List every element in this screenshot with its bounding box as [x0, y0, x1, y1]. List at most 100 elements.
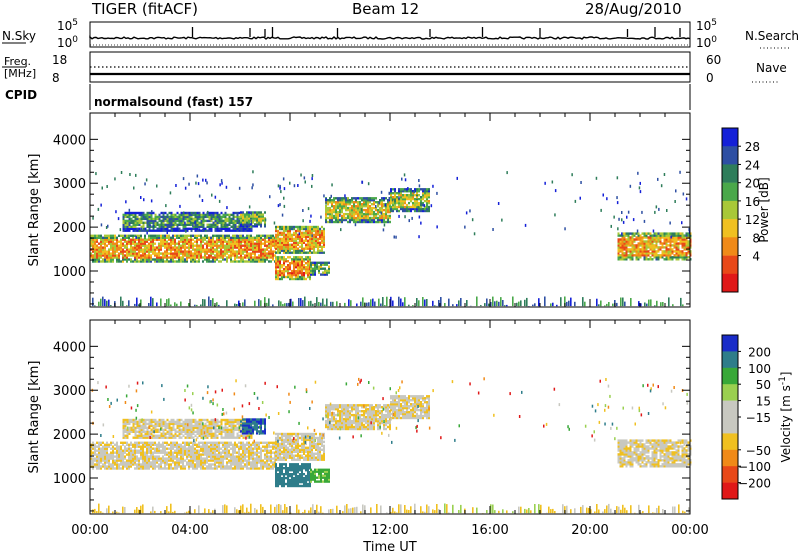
echo-cell: [176, 223, 179, 226]
echo-cell: [138, 459, 140, 462]
echo-cell: [128, 254, 130, 257]
echo-cell: [214, 463, 216, 466]
echo-cell: [651, 244, 654, 247]
echo-cell: [156, 455, 158, 458]
echo-cell: [224, 443, 226, 446]
echo-cell: [206, 443, 208, 446]
echo-cell: [315, 241, 317, 244]
echo-cell: [319, 241, 321, 244]
echo-cell: [122, 432, 125, 435]
echo-cell: [365, 205, 367, 208]
echo-cell: [659, 234, 662, 237]
echo-cell: [331, 205, 333, 208]
echo-cell: [387, 214, 389, 218]
echo-cell: [208, 213, 211, 217]
echo-cell: [667, 244, 670, 247]
echo-cell: [194, 449, 196, 452]
echo-cell: [353, 206, 355, 210]
echo-cell: [154, 219, 157, 223]
echo-cell: [275, 227, 277, 231]
echo-cell: [383, 212, 385, 216]
echo-cell: [172, 467, 174, 470]
echo-cell: [252, 463, 254, 466]
echo-cell: [128, 219, 131, 223]
scatter-cell: [219, 183, 221, 187]
echo-cell: [295, 256, 297, 259]
echo-cell: [232, 227, 235, 230]
nsky-right-tick-bottom: 100: [696, 35, 717, 50]
echo-cell: [218, 252, 220, 255]
echo-cell: [268, 451, 270, 454]
echo-cell: [250, 238, 252, 241]
echo-cell: [414, 201, 416, 205]
echo-cell: [196, 451, 198, 454]
echo-cell: [218, 219, 221, 223]
echo-cell: [134, 250, 136, 253]
scatter-cell: [225, 185, 228, 189]
echo-cell: [232, 467, 234, 470]
scatter-cell: [143, 198, 145, 202]
echo-cell: [230, 225, 233, 228]
echo-cell: [140, 225, 143, 228]
echo-cell: [627, 250, 630, 253]
echo-cell: [240, 445, 242, 448]
echo-cell: [685, 244, 688, 247]
echo-cell: [120, 244, 122, 247]
echo-cell: [317, 227, 319, 231]
echo-cell: [140, 449, 142, 452]
echo-cell: [297, 260, 299, 263]
echo-cell: [272, 238, 274, 241]
echo-cell: [142, 465, 144, 468]
echo-cell: [144, 238, 146, 241]
near-range-cell: [332, 301, 334, 307]
echo-cell: [140, 445, 142, 448]
echo-cell: [208, 256, 210, 259]
echo-cell: [367, 218, 369, 222]
echo-cell: [142, 443, 144, 446]
echo-cell: [238, 229, 241, 232]
echo-cell: [228, 229, 231, 232]
echo-cell: [116, 246, 118, 249]
echo-cell: [291, 275, 293, 279]
echo-cell: [264, 244, 266, 247]
echo-cell: [631, 250, 634, 253]
echo-cell: [295, 243, 297, 246]
echo-cell: [162, 236, 164, 239]
echo-cell: [258, 443, 260, 446]
echo-cell: [353, 220, 355, 224]
echo-cell: [663, 250, 666, 253]
echo-cell: [234, 467, 236, 470]
echo-cell: [400, 196, 402, 199]
echo-cell: [285, 235, 287, 239]
echo-cell: [166, 244, 168, 247]
echo-cell: [96, 248, 98, 251]
echo-cell: [210, 225, 213, 228]
echo-cell: [112, 455, 114, 458]
echo-cell: [98, 451, 100, 454]
echo-cell: [156, 465, 158, 468]
echo-cell: [246, 229, 249, 232]
echo-cell: [250, 447, 252, 450]
scatter-cell: [627, 210, 630, 214]
echo-cell: [136, 252, 138, 255]
echo-cell: [396, 205, 398, 209]
echo-cell: [323, 227, 325, 231]
echo-cell: [124, 451, 126, 454]
echo-cell: [305, 225, 307, 229]
echo-cell: [158, 260, 160, 263]
echo-cell: [621, 246, 624, 249]
scatter-cell: [688, 228, 690, 231]
echo-cell: [128, 432, 131, 435]
near-range-cell: [304, 296, 306, 307]
echo-cell: [252, 461, 254, 464]
echo-cell: [655, 256, 658, 259]
echo-cell: [214, 457, 216, 460]
echo-cell: [196, 211, 199, 215]
echo-cell: [325, 205, 327, 208]
scatter-cell: [361, 180, 363, 184]
echo-cell: [102, 250, 104, 253]
echo-cell: [120, 467, 122, 470]
echo-cell: [106, 238, 108, 241]
scatter-cell: [135, 235, 137, 239]
echo-cell: [106, 455, 108, 458]
